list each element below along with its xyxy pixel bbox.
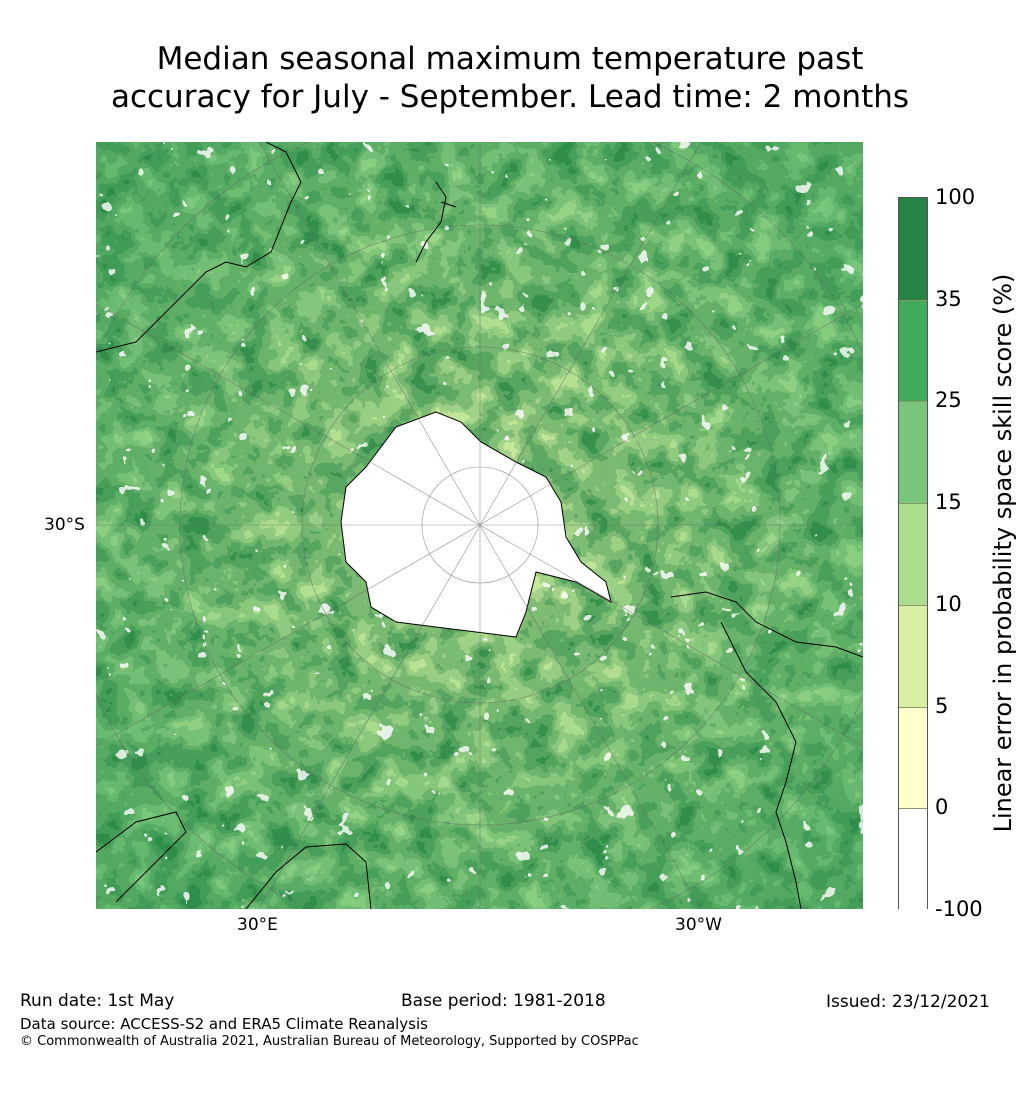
colorbar-tick-label: 0 [935,795,949,820]
colorbar-tick-label: -100 [935,897,983,921]
colorbar-tick-label: 100 [935,185,976,209]
colorbar-tick-label: 35 [935,286,962,311]
copyright: © Commonwealth of Australia 2021, Austra… [20,1034,639,1049]
colorbar-tick-label: 5 [935,693,949,718]
colorbar-tick-label: 25 [935,388,962,413]
map-title: Median seasonal maximum temperature past… [0,40,1020,116]
colorbar-tick-label: 15 [935,490,962,515]
colorbar-segment [899,808,927,911]
colorbar-label: Linear error in probability space skill … [989,273,1017,833]
map-title-line-1: Median seasonal maximum temperature past [156,41,864,77]
africa-outline [96,811,372,909]
map-title-line-2: accuracy for July - September. Lead time… [110,79,910,115]
lon-label-30w: 30°W [675,915,722,935]
colorbar-tick-label: 10 [935,591,962,616]
colorbar-segment [899,299,927,403]
run-date: Run date: 1st May [20,991,175,1011]
colorbar-segment [899,401,927,505]
colorbar [898,197,928,911]
colorbar-segment [899,706,927,810]
colorbar-segment [899,198,927,300]
south-america-outline [670,591,863,909]
issued-date: Issued: 23/12/2021 [826,992,990,1012]
map-canvas [96,142,863,909]
australia-outline [96,142,302,353]
colorbar-segment [899,604,927,708]
polar-skill-map [96,142,863,909]
antarctica-landmass [340,411,612,638]
lon-label-30e: 30°E [237,915,278,935]
graticule [96,142,863,909]
new-zealand-outline [415,181,457,263]
lat-label-30s: 30°S [44,515,85,535]
colorbar-segment [899,503,927,606]
data-source: Data source: ACCESS-S2 and ERA5 Climate … [20,1015,428,1033]
base-period: Base period: 1981-2018 [401,991,606,1011]
